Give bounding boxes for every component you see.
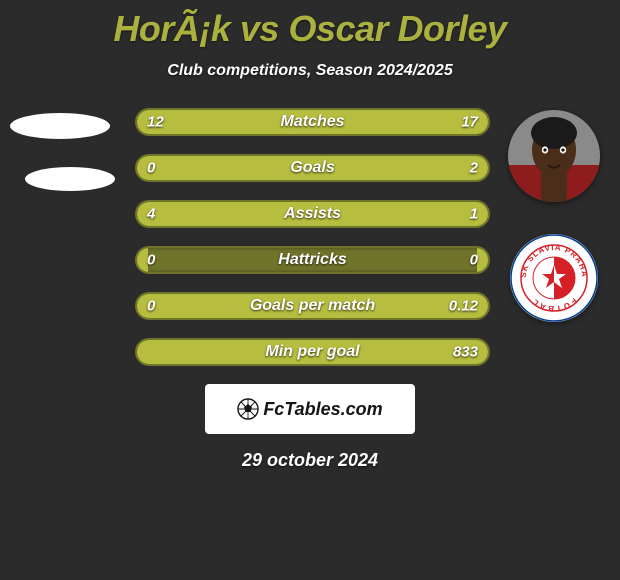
stat-bar-fill-right	[477, 248, 488, 272]
stat-bar: 0 2 Goals	[135, 154, 490, 182]
page-subtitle: Club competitions, Season 2024/2025	[0, 62, 620, 80]
stat-value-left: 0	[147, 252, 155, 269]
stat-label: Min per goal	[265, 343, 359, 361]
stat-bar-fill-left	[137, 156, 148, 180]
watermark-badge: FcTables.com	[205, 384, 415, 434]
player-right-column: SK SLAVIA PRAHA FOTBAL	[500, 108, 620, 322]
stats-bars: 1217Matches02Goals41Assists00Hattricks00…	[135, 108, 490, 366]
stat-label: Goals per match	[250, 297, 375, 315]
stat-value-left: 0	[147, 298, 155, 315]
date-label: 29 october 2024	[0, 450, 620, 471]
stat-value-right: 0.12	[449, 298, 478, 315]
page-title: HorÃ¡k vs Oscar Dorley	[0, 0, 620, 50]
stat-bar: 0 0 Hattricks	[135, 246, 490, 274]
stat-value-right: 1	[470, 206, 478, 223]
fctables-logo-icon	[237, 398, 259, 420]
stat-value-left: 4	[147, 206, 155, 223]
stat-bar: 0 0.12 Goals per match	[135, 292, 490, 320]
stat-bar: 833 Min per goal	[135, 338, 490, 366]
comparison-content: SK SLAVIA PRAHA FOTBAL 12 17 Matches 0 2 Goal…	[0, 108, 620, 366]
stat-value-right: 2	[470, 160, 478, 177]
stat-value-right: 17	[461, 114, 478, 131]
stat-value-left: 12	[147, 114, 164, 131]
stat-label: Goals	[290, 159, 334, 177]
player-left-avatar-placeholder	[10, 113, 110, 139]
stat-label: Assists	[284, 205, 341, 223]
player-right-club-badge: SK SLAVIA PRAHA FOTBAL	[510, 234, 598, 322]
watermark-text: FcTables.com	[263, 399, 382, 420]
stat-label: Matches	[280, 113, 344, 131]
stat-bar: 12 17 Matches	[135, 108, 490, 136]
player-left-club-placeholder	[25, 167, 115, 191]
player-left-column	[0, 108, 120, 191]
slavia-praha-badge-icon: SK SLAVIA PRAHA FOTBAL	[510, 234, 598, 322]
stat-value-left: 0	[147, 160, 155, 177]
player-photo-icon	[508, 110, 600, 202]
stat-value-right: 0	[470, 252, 478, 269]
stat-bar-fill-left	[137, 202, 418, 226]
stat-value-right: 833	[453, 344, 478, 361]
player-right-avatar	[508, 110, 600, 202]
stat-bar: 4 1 Assists	[135, 200, 490, 228]
stat-bar-fill-left	[137, 340, 148, 364]
stat-bar-fill-left	[137, 294, 148, 318]
stat-label: Hattricks	[278, 251, 346, 269]
stat-bar-fill-left	[137, 248, 148, 272]
